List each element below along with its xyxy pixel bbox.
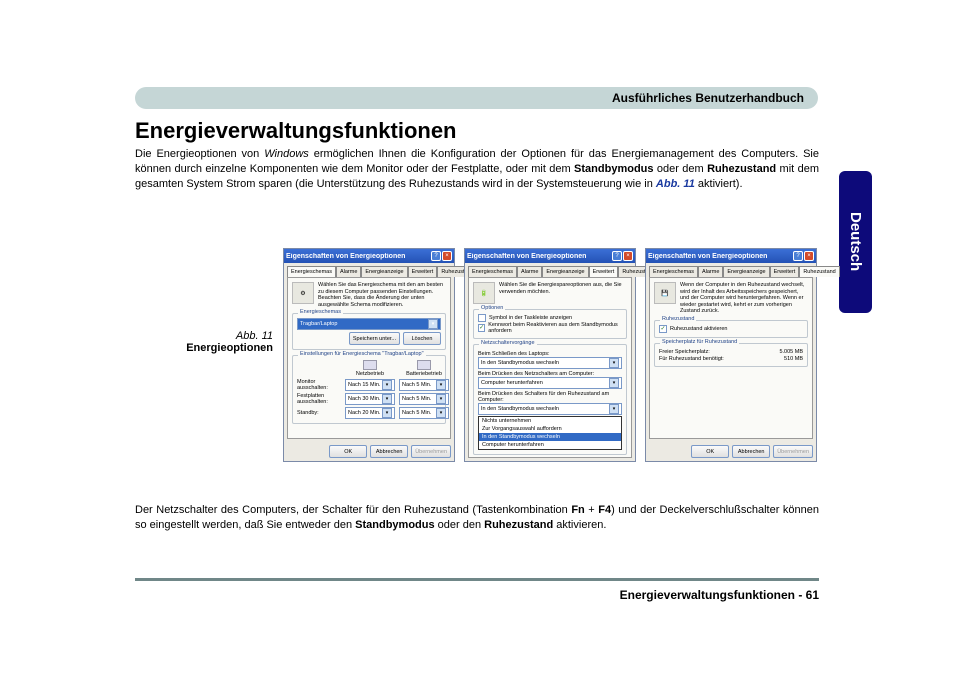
scheme-icon: ⚙ bbox=[292, 282, 314, 304]
intro-paragraph: Die Energieoptionen von Windows ermöglic… bbox=[135, 147, 819, 192]
tab-advanced[interactable]: Erweitert bbox=[589, 266, 619, 277]
tab-schemes[interactable]: Energieschemas bbox=[468, 266, 517, 277]
tab-advanced[interactable]: Erweitert bbox=[408, 266, 438, 277]
cancel-button[interactable]: Abbrechen bbox=[370, 445, 408, 458]
disk-net-dropdown[interactable]: Nach 30 Min.▾ bbox=[345, 393, 395, 405]
dialog-buttons: OK Abbrechen Übernehmen bbox=[646, 442, 816, 461]
tab-meter[interactable]: Energieanzeige bbox=[542, 266, 588, 277]
password-checkbox[interactable]: ✓Kennwort beim Reaktivieren aus dem Stan… bbox=[478, 322, 622, 334]
tab-hibernate[interactable]: Ruhezustand bbox=[799, 266, 839, 277]
help-icon[interactable]: ? bbox=[431, 251, 441, 261]
tab-advanced[interactable]: Erweitert bbox=[770, 266, 800, 277]
delete-button[interactable]: Löschen bbox=[403, 332, 441, 345]
disk-bat-dropdown[interactable]: Nach 5 Min.▾ bbox=[399, 393, 449, 405]
body-paragraph: Der Netzschalter des Computers, der Scha… bbox=[135, 503, 819, 533]
close-icon[interactable]: × bbox=[442, 251, 452, 261]
free-space-value: 5.005 MB bbox=[779, 349, 803, 355]
help-icon[interactable]: ? bbox=[793, 251, 803, 261]
page-footer: Energieverwaltungsfunktionen - 61 bbox=[620, 588, 819, 602]
hibernate-group: Ruhezustand ✓Ruhezustand aktivieren bbox=[654, 320, 808, 338]
close-icon[interactable]: × bbox=[804, 251, 814, 261]
ok-button[interactable]: OK bbox=[329, 445, 367, 458]
options-group: Optionen Symbol in der Taskleiste anzeig… bbox=[473, 309, 627, 339]
language-tab: Deutsch bbox=[839, 171, 872, 313]
hibernate-icon: 💾 bbox=[654, 282, 676, 304]
monitor-bat-dropdown[interactable]: Nach 5 Min.▾ bbox=[399, 379, 449, 391]
taskbar-icon-checkbox[interactable]: Symbol in der Taskleiste anzeigen bbox=[478, 314, 622, 322]
dialog-advanced: Eigenschaften von Energieoptionen ? × En… bbox=[464, 248, 636, 462]
tab-alarms[interactable]: Alarme bbox=[698, 266, 723, 277]
tab-strip: Energieschemas Alarme Energieanzeige Erw… bbox=[465, 263, 635, 277]
standby-net-dropdown[interactable]: Nach 20 Min.▾ bbox=[345, 407, 395, 419]
chevron-down-icon: ▾ bbox=[428, 319, 438, 329]
monitor-net-dropdown[interactable]: Nach 15 Min.▾ bbox=[345, 379, 395, 391]
footer-divider bbox=[135, 578, 819, 581]
dialog-power-schemes: Eigenschaften von Energieoptionen ? × En… bbox=[283, 248, 455, 462]
header-bar: Ausführliches Benutzerhandbuch bbox=[135, 87, 818, 109]
dropdown-list[interactable]: Nichts unternehmen Zur Vorgangsauswahl a… bbox=[478, 416, 622, 450]
figure-caption: Abb. 11 Energieoptionen bbox=[153, 330, 273, 354]
close-icon[interactable]: × bbox=[623, 251, 633, 261]
titlebar: Eigenschaften von Energieoptionen ? × bbox=[646, 249, 816, 263]
dialog-buttons: OK Abbrechen Übernehmen bbox=[284, 442, 454, 461]
standby-bat-dropdown[interactable]: Nach 5 Min.▾ bbox=[399, 407, 449, 419]
page-heading: Energieverwaltungsfunktionen bbox=[135, 118, 457, 144]
scheme-dropdown[interactable]: Tragbar/Laptop ▾ bbox=[297, 318, 441, 330]
power-buttons-group: Netzschaltervorgänge Beim Schließen des … bbox=[473, 344, 627, 455]
sleep-button-dropdown[interactable]: In den Standbymodus wechseln▾ bbox=[478, 403, 622, 415]
save-as-button[interactable]: Speichern unter... bbox=[349, 332, 400, 345]
screenshot-row: Eigenschaften von Energieoptionen ? × En… bbox=[283, 248, 817, 462]
plug-icon bbox=[363, 360, 377, 370]
tab-strip: Energieschemas Alarme Energieanzeige Erw… bbox=[284, 263, 454, 277]
lid-close-dropdown[interactable]: In den Standbymodus wechseln▾ bbox=[478, 357, 622, 369]
tab-schemes[interactable]: Energieschemas bbox=[649, 266, 698, 277]
apply-button[interactable]: Übernehmen bbox=[773, 445, 813, 458]
cancel-button[interactable]: Abbrechen bbox=[732, 445, 770, 458]
battery-icon bbox=[417, 360, 431, 370]
apply-button[interactable]: Übernehmen bbox=[411, 445, 451, 458]
scheme-group: Energieschemas Tragbar/Laptop ▾ Speicher… bbox=[292, 313, 446, 350]
help-icon[interactable]: ? bbox=[612, 251, 622, 261]
ok-button[interactable]: OK bbox=[691, 445, 729, 458]
header-title: Ausführliches Benutzerhandbuch bbox=[612, 91, 804, 105]
figure-link[interactable]: Abb. 11 bbox=[656, 178, 695, 190]
panel: 💾 Wenn der Computer in den Ruhezustand w… bbox=[649, 277, 813, 439]
tab-meter[interactable]: Energieanzeige bbox=[361, 266, 407, 277]
tab-schemes[interactable]: Energieschemas bbox=[287, 266, 336, 277]
titlebar: Eigenschaften von Energieoptionen ? × bbox=[465, 249, 635, 263]
battery-plug-icon: 🔋 bbox=[473, 282, 495, 304]
tab-alarms[interactable]: Alarme bbox=[336, 266, 361, 277]
tab-meter[interactable]: Energieanzeige bbox=[723, 266, 769, 277]
power-button-dropdown[interactable]: Computer herunterfahren▾ bbox=[478, 377, 622, 389]
panel: 🔋 Wählen Sie die Energiespareoptionen au… bbox=[468, 277, 632, 458]
settings-group: Einstellungen für Energieschema "Tragbar… bbox=[292, 355, 446, 424]
titlebar: Eigenschaften von Energieoptionen ? × bbox=[284, 249, 454, 263]
tab-strip: Energieschemas Alarme Energieanzeige Erw… bbox=[646, 263, 816, 277]
disk-space-group: Speicherplatz für Ruhezustand Freier Spe… bbox=[654, 343, 808, 367]
panel: ⚙ Wählen Sie das Energieschema mit den a… bbox=[287, 277, 451, 439]
tab-alarms[interactable]: Alarme bbox=[517, 266, 542, 277]
dialog-hibernate: Eigenschaften von Energieoptionen ? × En… bbox=[645, 248, 817, 462]
required-space-value: 510 MB bbox=[784, 356, 803, 362]
enable-hibernate-checkbox[interactable]: ✓Ruhezustand aktivieren bbox=[659, 325, 803, 333]
